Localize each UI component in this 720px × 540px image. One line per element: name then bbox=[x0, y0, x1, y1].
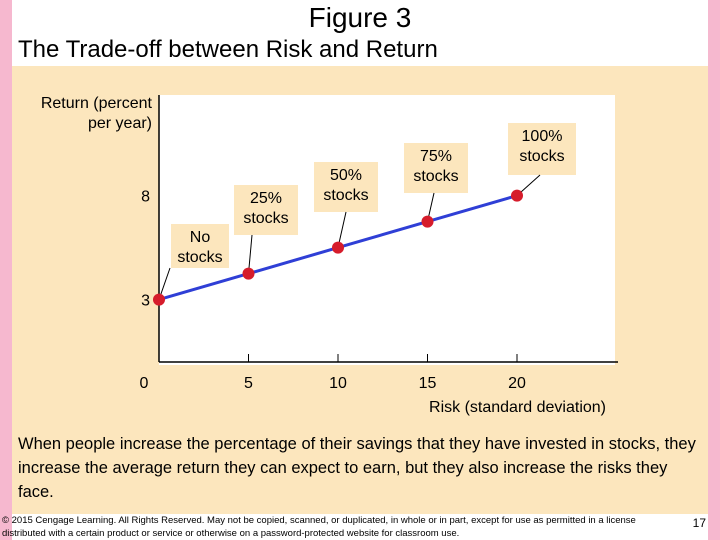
point-label-box bbox=[171, 224, 229, 268]
point-label-box bbox=[508, 123, 576, 175]
x-tick-label: 10 bbox=[329, 375, 347, 392]
copyright-footer: © 2015 Cengage Learning. All Rights Rese… bbox=[2, 515, 636, 539]
x-tick-label: 20 bbox=[508, 375, 526, 392]
data-point bbox=[242, 267, 255, 280]
x-tick-label: 0 bbox=[140, 375, 149, 392]
y-axis-label: Return (percent per year) bbox=[41, 95, 153, 132]
point-label: 50% stocks bbox=[323, 167, 368, 204]
left-accent-band bbox=[0, 0, 12, 540]
data-point bbox=[421, 215, 434, 228]
point-label-box bbox=[404, 143, 468, 193]
x-axis-label: Risk (standard deviation) bbox=[429, 399, 606, 416]
slide-subtitle: The Trade-off between Risk and Return bbox=[18, 36, 438, 63]
x-tick-label: 15 bbox=[419, 375, 437, 392]
x-tick-label: 5 bbox=[244, 375, 253, 392]
point-label-box bbox=[234, 185, 298, 235]
point-leader-line bbox=[337, 211, 347, 248]
point-label: 75% stocks bbox=[413, 148, 458, 185]
y-tick-label: 3 bbox=[141, 293, 150, 310]
point-label-box bbox=[314, 162, 378, 212]
slide-caption: When people increase the percentage of t… bbox=[18, 435, 696, 501]
right-accent-band bbox=[708, 0, 720, 540]
y-tick-label: 8 bbox=[141, 189, 150, 206]
point-label: 25% stocks bbox=[243, 190, 288, 227]
slide-title: Figure 3 bbox=[308, 2, 412, 33]
data-point bbox=[511, 189, 523, 202]
point-label: 100% stocks bbox=[519, 128, 564, 165]
point-label: No stocks bbox=[177, 229, 222, 266]
data-point bbox=[332, 241, 344, 254]
point-leader-line bbox=[248, 234, 253, 274]
data-point bbox=[153, 293, 165, 306]
page-number: 17 bbox=[692, 516, 706, 530]
